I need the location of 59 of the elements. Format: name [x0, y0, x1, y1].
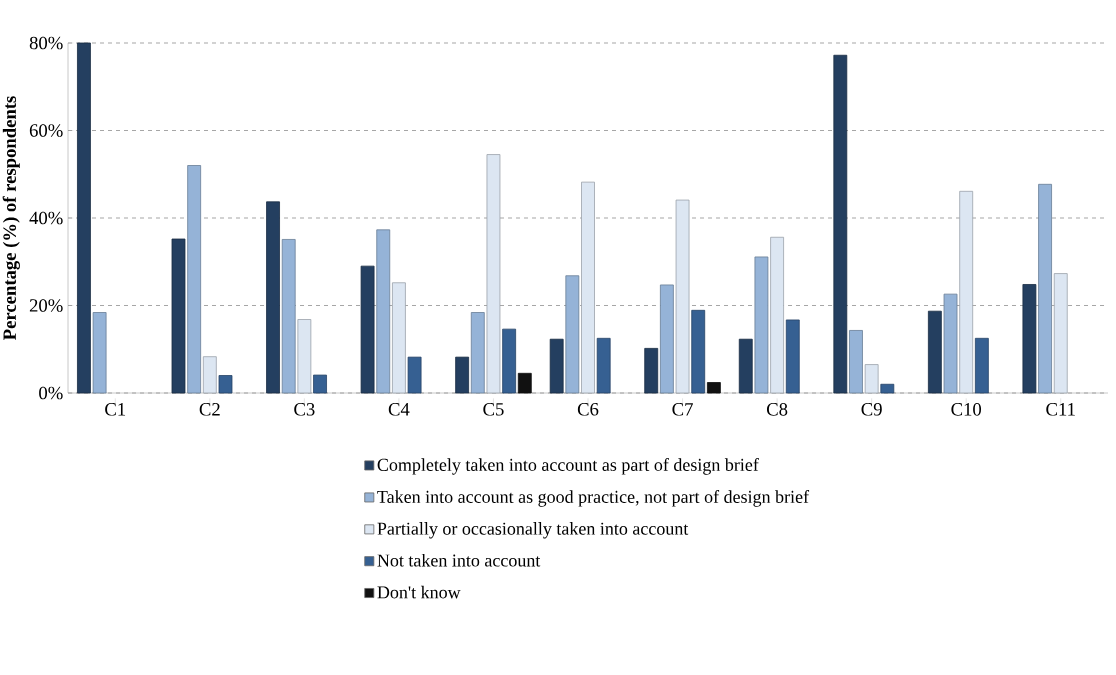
bar: [171, 238, 186, 394]
bar: [202, 356, 217, 394]
bar: [360, 265, 375, 394]
x-tick-label: C3: [294, 403, 315, 416]
bar: [833, 54, 848, 394]
bar: [754, 256, 769, 394]
bar: [266, 201, 280, 394]
x-tick-label: C2: [199, 403, 220, 416]
bar: [297, 319, 312, 394]
y-tick-label: 60%: [29, 124, 63, 137]
x-tick-label: C7: [672, 403, 693, 416]
x-tick-label: C11: [1046, 403, 1075, 416]
bar: [92, 312, 107, 394]
bar: [470, 312, 485, 394]
bar: [455, 356, 470, 394]
x-tick-label: C10: [951, 403, 982, 416]
bar: [486, 154, 501, 394]
bar: [549, 338, 564, 394]
bar: [785, 319, 800, 394]
bar: [517, 372, 532, 394]
x-tick-label: C9: [861, 403, 882, 416]
y-tick-label: 0%: [39, 386, 63, 400]
bar: [281, 239, 296, 394]
bar: [880, 383, 895, 394]
bar: [596, 337, 611, 394]
x-tick-label: C1: [105, 403, 126, 416]
x-tick-label: C6: [577, 403, 599, 416]
bar: [407, 356, 422, 394]
bar: [659, 284, 674, 394]
bar: [187, 165, 202, 394]
bar: [849, 330, 863, 394]
bar: [218, 375, 233, 394]
bar: [502, 328, 517, 394]
bar: [1022, 284, 1037, 394]
legend-label: Completely taken into account as part of design brief: [377, 458, 759, 475]
bar: [691, 309, 706, 394]
bar: [706, 382, 721, 394]
y-tick-label: 40%: [29, 211, 63, 225]
x-tick-label: C4: [388, 403, 410, 416]
legend-label: Partially or occasionally taken into account: [377, 522, 689, 539]
legend-label: Don't know: [377, 585, 461, 599]
bar: [376, 229, 391, 394]
y-tick-label: 20%: [29, 299, 63, 312]
bar: [738, 338, 753, 394]
y-tick-label: 80%: [29, 36, 63, 50]
legend-label: Not taken into account: [377, 553, 541, 567]
bar: [77, 42, 91, 394]
x-tick-label: C8: [766, 403, 788, 416]
y-axis-title: Percentage (%) of respondents: [2, 96, 20, 340]
bar: [943, 293, 958, 394]
bar: [864, 364, 879, 394]
bar: [644, 347, 659, 394]
legend-label: Taken into account as good practice, not part of design brief: [377, 490, 810, 507]
bar: [974, 337, 989, 394]
x-tick-label: C5: [483, 403, 504, 416]
bar: [313, 374, 327, 394]
bar: [927, 310, 942, 394]
bar: [1038, 183, 1052, 394]
bar: [565, 275, 580, 394]
